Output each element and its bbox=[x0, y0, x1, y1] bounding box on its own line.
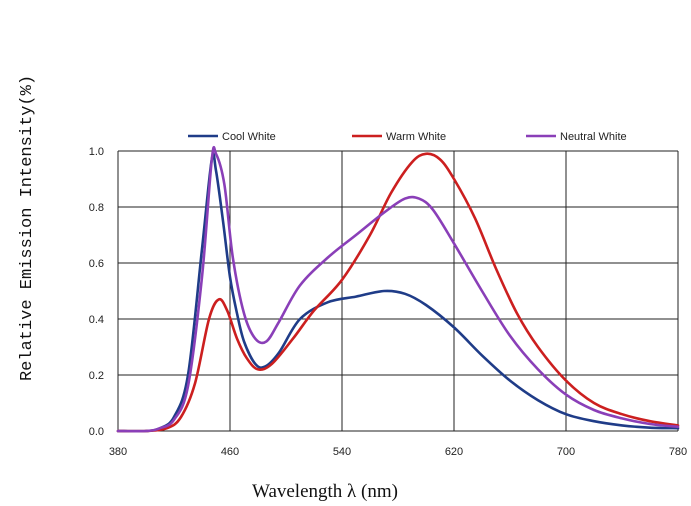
x-axis-label: Wavelength λ (nm) bbox=[252, 481, 398, 502]
y-tick-label: 1.0 bbox=[89, 146, 104, 158]
x-tick-label: 620 bbox=[445, 446, 463, 458]
y-tick-label: 0.2 bbox=[89, 370, 104, 382]
grid bbox=[117, 150, 679, 432]
series-lines bbox=[116, 146, 680, 433]
series-line-neutral-white bbox=[116, 146, 680, 433]
x-tick-labels: 380 460 540 620 700 780 bbox=[109, 446, 687, 458]
series-line-cool-white bbox=[116, 152, 680, 433]
y-axis-label: Relative Emission Intensity(%) bbox=[18, 75, 37, 381]
legend-label: Cool White bbox=[222, 131, 276, 143]
x-tick-label: 700 bbox=[557, 446, 575, 458]
x-tick-label: 540 bbox=[333, 446, 351, 458]
y-tick-label: 0.8 bbox=[89, 202, 104, 214]
y-tick-label: 0.0 bbox=[89, 426, 104, 438]
y-tick-labels: 0.0 0.2 0.4 0.6 0.8 1.0 bbox=[89, 146, 104, 438]
legend-label: Warm White bbox=[386, 131, 446, 143]
x-tick-label: 460 bbox=[221, 446, 239, 458]
legend-label: Neutral White bbox=[560, 131, 627, 143]
x-tick-label: 380 bbox=[109, 446, 127, 458]
x-tick-label: 780 bbox=[669, 446, 687, 458]
y-tick-label: 0.6 bbox=[89, 258, 104, 270]
legend: Cool White Warm White Neutral White bbox=[188, 131, 627, 143]
y-tick-label: 0.4 bbox=[89, 314, 104, 326]
series-line-warm-white bbox=[116, 152, 680, 433]
